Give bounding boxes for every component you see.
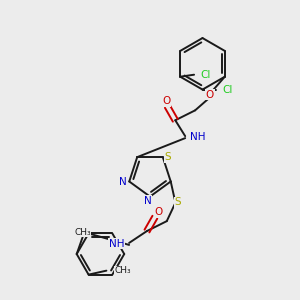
Text: O: O <box>206 89 214 100</box>
Text: O: O <box>162 97 170 106</box>
Text: N: N <box>144 196 152 206</box>
Text: CH₃: CH₃ <box>74 228 91 237</box>
Text: N: N <box>119 178 127 188</box>
Text: Cl: Cl <box>222 85 233 94</box>
Text: O: O <box>155 207 163 217</box>
Text: Cl: Cl <box>200 70 210 80</box>
Text: CH₃: CH₃ <box>114 266 131 275</box>
Text: NH: NH <box>190 132 206 142</box>
Text: NH: NH <box>109 239 124 249</box>
Text: S: S <box>174 197 181 207</box>
Text: S: S <box>164 152 171 162</box>
